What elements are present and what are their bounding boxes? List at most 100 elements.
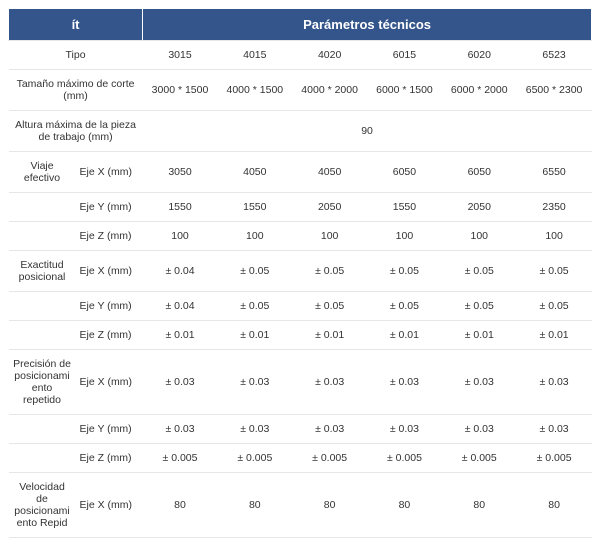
tamano-val: 4000 * 1500 — [217, 70, 292, 111]
viaje-x-val: 4050 — [292, 152, 367, 193]
prec-x-val: ± 0.03 — [517, 350, 592, 415]
exact-z-val: ± 0.01 — [292, 321, 367, 350]
exact-z-val: ± 0.01 — [367, 321, 442, 350]
exact-z-val: ± 0.01 — [143, 321, 218, 350]
empty-cell — [9, 415, 76, 444]
tipo-val: 4015 — [217, 41, 292, 70]
prec-z-val: ± 0.005 — [517, 444, 592, 473]
viaje-y-val: 2050 — [292, 193, 367, 222]
viaje-x-val: 3050 — [143, 152, 218, 193]
vel-x-val: 80 — [442, 473, 517, 538]
empty-cell — [9, 193, 76, 222]
vel-x-val: 80 — [517, 473, 592, 538]
exact-y-val: ± 0.05 — [367, 292, 442, 321]
exact-z-val: ± 0.01 — [217, 321, 292, 350]
row-vel-x: Velocidad de posicionamiento Repid Eje X… — [9, 473, 592, 538]
viaje-z-val: 100 — [442, 222, 517, 251]
eje-y-label: Eje Y (mm) — [76, 292, 143, 321]
empty-cell — [9, 321, 76, 350]
prec-y-val: ± 0.03 — [367, 415, 442, 444]
eje-y-label: Eje Y (mm) — [76, 193, 143, 222]
exact-y-val: ± 0.05 — [217, 292, 292, 321]
header-row: ít Parámetros técnicos — [9, 9, 592, 41]
prec-y-val: ± 0.03 — [143, 415, 218, 444]
tamano-val: 6000 * 2000 — [442, 70, 517, 111]
row-viaje-x: Viaje efectivo Eje X (mm) 3050 4050 4050… — [9, 152, 592, 193]
altura-val: 90 — [143, 111, 592, 152]
prec-y-val: ± 0.03 — [217, 415, 292, 444]
viaje-x-val: 6050 — [367, 152, 442, 193]
exact-label: Exactitud posicional — [9, 251, 76, 292]
row-tipo: Tipo 3015 4015 4020 6015 6020 6523 — [9, 41, 592, 70]
viaje-z-val: 100 — [367, 222, 442, 251]
exact-x-val: ± 0.05 — [217, 251, 292, 292]
eje-x-label: Eje X (mm) — [76, 350, 143, 415]
eje-z-label: Eje Z (mm) — [76, 444, 143, 473]
prec-x-val: ± 0.03 — [292, 350, 367, 415]
vel-x-val: 80 — [143, 473, 218, 538]
vel-x-val: 80 — [367, 473, 442, 538]
empty-cell — [9, 222, 76, 251]
tamano-val: 3000 * 1500 — [143, 70, 218, 111]
tamano-label: Tamaño máximo de corte (mm) — [9, 70, 143, 111]
exact-x-val: ± 0.05 — [367, 251, 442, 292]
prec-y-val: ± 0.03 — [442, 415, 517, 444]
header-params: Parámetros técnicos — [143, 9, 592, 41]
prec-z-val: ± 0.005 — [367, 444, 442, 473]
prec-x-val: ± 0.03 — [143, 350, 218, 415]
eje-y-label: Eje Y (mm) — [76, 415, 143, 444]
tech-params-table: ít Parámetros técnicos Tipo 3015 4015 40… — [8, 8, 592, 538]
prec-z-val: ± 0.005 — [442, 444, 517, 473]
row-tamano: Tamaño máximo de corte (mm) 3000 * 1500 … — [9, 70, 592, 111]
viaje-y-val: 2050 — [442, 193, 517, 222]
row-exact-z: Eje Z (mm) ± 0.01 ± 0.01 ± 0.01 ± 0.01 ±… — [9, 321, 592, 350]
exact-x-val: ± 0.05 — [517, 251, 592, 292]
tamano-val: 6000 * 1500 — [367, 70, 442, 111]
viaje-x-val: 6050 — [442, 152, 517, 193]
prec-x-val: ± 0.03 — [442, 350, 517, 415]
vel-label: Velocidad de posicionamiento Repid — [9, 473, 76, 538]
row-altura: Altura máxima de la pieza de trabajo (mm… — [9, 111, 592, 152]
viaje-x-val: 6550 — [517, 152, 592, 193]
viaje-z-val: 100 — [217, 222, 292, 251]
prec-x-val: ± 0.03 — [217, 350, 292, 415]
altura-label: Altura máxima de la pieza de trabajo (mm… — [9, 111, 143, 152]
exact-y-val: ± 0.05 — [442, 292, 517, 321]
prec-y-val: ± 0.03 — [517, 415, 592, 444]
eje-x-label: Eje X (mm) — [76, 473, 143, 538]
row-viaje-y: Eje Y (mm) 1550 1550 2050 1550 2050 2350 — [9, 193, 592, 222]
tamano-val: 4000 * 2000 — [292, 70, 367, 111]
exact-x-val: ± 0.04 — [143, 251, 218, 292]
header-item: ít — [9, 9, 143, 41]
viaje-label: Viaje efectivo — [9, 152, 76, 193]
viaje-z-val: 100 — [292, 222, 367, 251]
prec-y-val: ± 0.03 — [292, 415, 367, 444]
tipo-val: 4020 — [292, 41, 367, 70]
row-exact-x: Exactitud posicional Eje X (mm) ± 0.04 ±… — [9, 251, 592, 292]
viaje-y-val: 2350 — [517, 193, 592, 222]
viaje-z-val: 100 — [143, 222, 218, 251]
exact-z-val: ± 0.01 — [442, 321, 517, 350]
eje-x-label: Eje X (mm) — [76, 251, 143, 292]
exact-y-val: ± 0.04 — [143, 292, 218, 321]
viaje-z-val: 100 — [517, 222, 592, 251]
exact-y-val: ± 0.05 — [292, 292, 367, 321]
row-viaje-z: Eje Z (mm) 100 100 100 100 100 100 — [9, 222, 592, 251]
prec-z-val: ± 0.005 — [143, 444, 218, 473]
eje-z-label: Eje Z (mm) — [76, 222, 143, 251]
exact-x-val: ± 0.05 — [442, 251, 517, 292]
tipo-label: Tipo — [9, 41, 143, 70]
tipo-val: 6523 — [517, 41, 592, 70]
tipo-val: 6015 — [367, 41, 442, 70]
empty-cell — [9, 444, 76, 473]
tipo-val: 6020 — [442, 41, 517, 70]
vel-x-val: 80 — [292, 473, 367, 538]
viaje-x-val: 4050 — [217, 152, 292, 193]
row-prec-y: Eje Y (mm) ± 0.03 ± 0.03 ± 0.03 ± 0.03 ±… — [9, 415, 592, 444]
tipo-val: 3015 — [143, 41, 218, 70]
prec-label: Precisión de posicionamiento repetido — [9, 350, 76, 415]
empty-cell — [9, 292, 76, 321]
row-prec-x: Precisión de posicionamiento repetido Ej… — [9, 350, 592, 415]
prec-x-val: ± 0.03 — [367, 350, 442, 415]
exact-x-val: ± 0.05 — [292, 251, 367, 292]
